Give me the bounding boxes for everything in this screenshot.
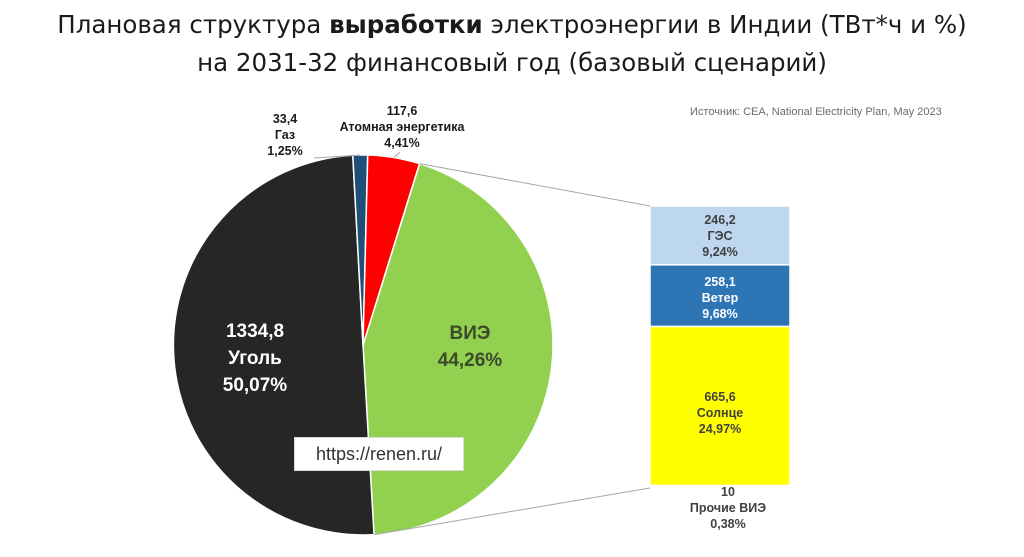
source-note: Источник: CEA, National Electricity Plan… (690, 106, 942, 118)
wind-percent: 9,68% (702, 307, 738, 321)
hydro-percent: 9,24% (702, 245, 738, 259)
label-nuclear: 117,6 Атомная энергетика 4,41% (316, 103, 488, 151)
hydro-value: 246,2 (704, 213, 736, 227)
label-other: 10 Прочие ВИЭ 0,38% (650, 484, 806, 532)
label-wind: 258,1 Ветер 9,68% (650, 274, 790, 322)
chart-title: Плановая структура выработки электроэнер… (0, 6, 1024, 82)
solar-percent: 24,97% (698, 422, 742, 436)
title-bold-word: выработки (329, 10, 483, 39)
solar-name: Солнце (696, 406, 744, 420)
gas-name: Газ (274, 128, 296, 142)
watermark-url: https://renen.ru/ (294, 437, 464, 471)
other-value: 10 (721, 485, 735, 499)
res-percent: 44,26% (437, 350, 503, 371)
title-part-1: Плановая структура (57, 10, 330, 39)
title-line-2: на 2031-32 финансовый год (базовый сцена… (197, 48, 827, 77)
title-part-2: электроэнергии в Индии (ТВт*ч и %) (482, 10, 967, 39)
leader-line-nuclear (393, 151, 401, 158)
wind-name: Ветер (701, 291, 739, 305)
title-line-1: Плановая структура выработки электроэнер… (0, 6, 1024, 44)
wind-value: 258,1 (704, 275, 736, 289)
label-hydro: 246,2 ГЭС 9,24% (650, 212, 790, 260)
other-name: Прочие ВИЭ (689, 501, 767, 515)
coal-value: 1334,8 (225, 321, 285, 342)
res-name: ВИЭ (449, 323, 491, 344)
bar-segment-hydro (649, 205, 791, 266)
coal-percent: 50,07% (222, 375, 288, 396)
coal-name: Уголь (228, 348, 282, 369)
other-percent: 0,38% (710, 517, 746, 531)
bar-segment-wind (649, 264, 791, 328)
label-coal: 1334,8 Уголь 50,07% (190, 318, 320, 399)
nuclear-name: Атомная энергетика (339, 120, 465, 134)
slice-nuclear (362, 154, 421, 346)
solar-value: 665,6 (704, 390, 736, 404)
gas-value: 33,4 (272, 112, 298, 126)
leader-line-gas (313, 154, 361, 159)
nuclear-value: 117,6 (386, 104, 418, 118)
connector-line-bottom (373, 487, 651, 536)
connector-line-top (419, 163, 651, 207)
hydro-name: ГЭС (707, 229, 733, 243)
label-solar: 665,6 Солнце 24,97% (650, 389, 790, 437)
nuclear-percent: 4,41% (384, 136, 420, 150)
bar-segment-other (649, 484, 791, 489)
label-res: ВИЭ 44,26% (410, 320, 530, 374)
gas-percent: 1,25% (267, 144, 303, 158)
label-gas: 33,4 Газ 1,25% (250, 111, 320, 159)
